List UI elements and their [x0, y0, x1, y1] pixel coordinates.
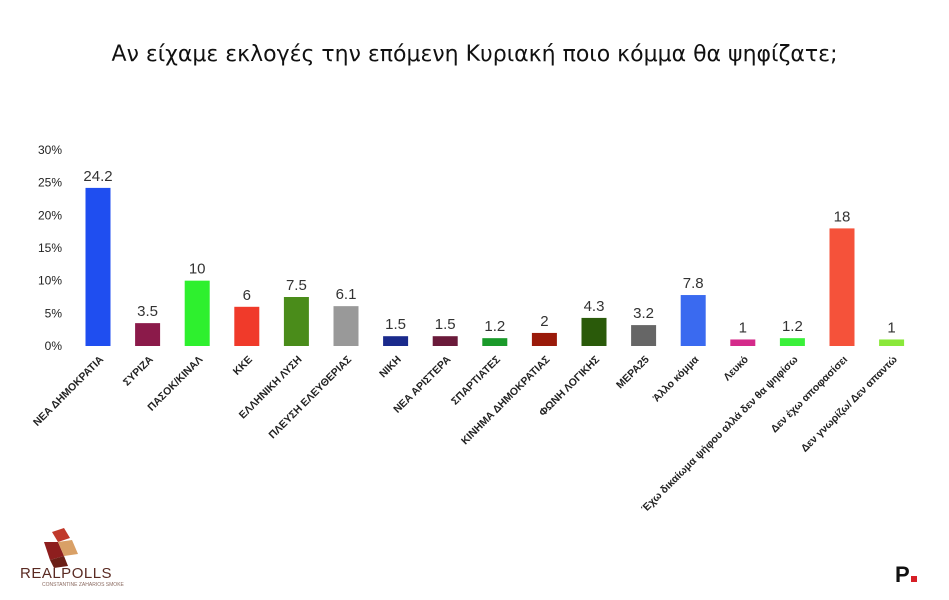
- bar: [531, 332, 557, 346]
- bar: [283, 297, 309, 346]
- realpolls-tagline: CONSTANTINE ZAHARIOS SMOKE: [42, 582, 124, 588]
- category-label: Λευκό: [721, 354, 751, 384]
- bar-value-label: 6.1: [336, 286, 357, 303]
- bar: [135, 323, 161, 346]
- category-label: ΣΠΑΡΤΙΑΤΕΣ: [449, 354, 503, 408]
- category-label: ΚΙΝΗΜΑ ΔΗΜΟΚΡΑΤΙΑΣ: [459, 354, 553, 448]
- publisher-logo-dot-icon: [910, 576, 917, 582]
- bar-value-label: 1.5: [435, 316, 456, 333]
- realpolls-wordmark: REALPOLLS: [20, 565, 113, 582]
- bar: [85, 187, 111, 346]
- bar: [829, 228, 855, 346]
- publisher-logo-letter: P: [895, 562, 910, 587]
- y-tick-label: 0%: [45, 339, 63, 353]
- bar-value-label: 1: [887, 319, 895, 336]
- bar: [184, 280, 210, 346]
- category-label: ΝΙΚΗ: [377, 354, 404, 381]
- publisher-logo: P: [895, 562, 917, 588]
- bars-group: [85, 187, 905, 346]
- bar: [730, 339, 756, 346]
- category-label: ΝΕΑ ΔΗΜΟΚΡΑΤΙΑ: [31, 353, 106, 428]
- category-label: ΣΥΡΙΖΑ: [121, 353, 156, 388]
- bar: [432, 336, 458, 346]
- bar: [482, 338, 508, 346]
- bar-value-label: 2: [540, 313, 548, 330]
- bar: [383, 336, 409, 346]
- bar: [631, 325, 657, 346]
- bar-value-label: 4.3: [584, 298, 605, 315]
- category-label: Άλλο κόμμα: [651, 353, 702, 404]
- value-labels-group: 24.2 3.5 10 6 7.5 6.1 1.5 1.5 1.2 2 4.3 3.2 7.8 1 1.2 1…: [83, 168, 895, 337]
- bar-value-label: 1: [739, 319, 747, 336]
- y-tick-label: 30%: [38, 143, 62, 157]
- bar: [234, 306, 260, 346]
- category-label: ΜΕΡΑ25: [614, 354, 652, 392]
- bar-value-label: 1.2: [484, 318, 505, 335]
- bar-value-label: 10: [189, 261, 206, 278]
- bar: [879, 339, 905, 346]
- y-tick-label: 20%: [38, 208, 62, 222]
- realpolls-logo-icon: [44, 528, 78, 568]
- bar-value-label: 18: [834, 208, 851, 225]
- bar-value-label: 6: [243, 287, 251, 304]
- category-label: ΠΛΕΥΣΗ ΕΛΕΥΘΕΡΙΑΣ: [266, 354, 354, 442]
- bar-value-label: 1.5: [385, 316, 406, 333]
- bar-value-label: 3.2: [633, 305, 654, 322]
- y-tick-label: 25%: [38, 176, 62, 190]
- bar-value-label: 7.5: [286, 277, 307, 294]
- bar-value-label: 24.2: [83, 168, 112, 185]
- bar: [680, 295, 706, 346]
- bar: [779, 338, 805, 346]
- chart-title: Αν είχαμε εκλογές την επόμενη Κυριακή πο…: [111, 42, 838, 67]
- bar-value-label: 1.2: [782, 318, 803, 335]
- bar-value-label: 3.5: [137, 303, 158, 320]
- y-tick-label: 5%: [45, 306, 63, 320]
- bar-value-label: 7.8: [683, 275, 704, 292]
- bar: [581, 317, 607, 346]
- bar: [333, 306, 359, 346]
- category-label: Δεν γνωρίζω/ Δεν απαντώ: [799, 354, 900, 455]
- y-axis: 0% 5% 10% 15% 20% 25% 30%: [38, 143, 62, 353]
- y-tick-label: 15%: [38, 241, 62, 255]
- y-tick-label: 10%: [38, 274, 62, 288]
- category-label: ΚΚΕ: [231, 354, 255, 378]
